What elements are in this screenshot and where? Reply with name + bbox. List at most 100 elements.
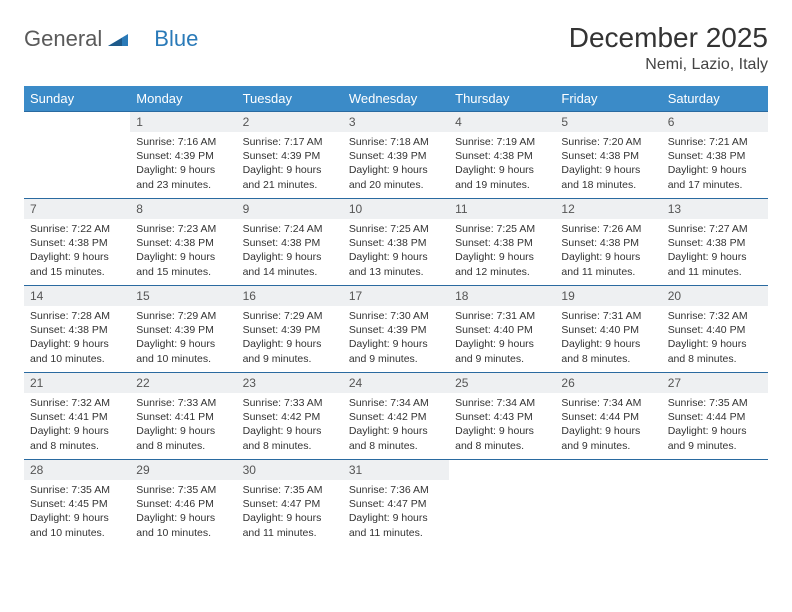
day-number: 6 [662,112,768,132]
day-info: Sunrise: 7:31 AMSunset: 4:40 PMDaylight:… [449,306,555,370]
day-info: Sunrise: 7:28 AMSunset: 4:38 PMDaylight:… [24,306,130,370]
sunset-text: Sunset: 4:39 PM [349,323,443,337]
sunset-text: Sunset: 4:40 PM [668,323,762,337]
day-info: Sunrise: 7:18 AMSunset: 4:39 PMDaylight:… [343,132,449,196]
sunset-text: Sunset: 4:42 PM [349,410,443,424]
day-number: 13 [662,199,768,219]
sunset-text: Sunset: 4:44 PM [668,410,762,424]
title-block: December 2025 Nemi, Lazio, Italy [569,18,768,80]
sunrise-text: Sunrise: 7:22 AM [30,222,124,236]
day-info: Sunrise: 7:25 AMSunset: 4:38 PMDaylight:… [343,219,449,283]
sunrise-text: Sunrise: 7:29 AM [243,309,337,323]
sunrise-text: Sunrise: 7:16 AM [136,135,230,149]
day-number: 21 [24,373,130,393]
day-number: 29 [130,460,236,480]
day-info: Sunrise: 7:20 AMSunset: 4:38 PMDaylight:… [555,132,661,196]
calendar-cell: 25Sunrise: 7:34 AMSunset: 4:43 PMDayligh… [449,373,555,460]
sunset-text: Sunset: 4:39 PM [243,149,337,163]
daylight-text: Daylight: 9 hours and 8 minutes. [561,337,655,365]
sunrise-text: Sunrise: 7:27 AM [668,222,762,236]
sunrise-text: Sunrise: 7:30 AM [349,309,443,323]
sunrise-text: Sunrise: 7:36 AM [349,483,443,497]
sunrise-text: Sunrise: 7:33 AM [243,396,337,410]
sunrise-text: Sunrise: 7:34 AM [349,396,443,410]
sunrise-text: Sunrise: 7:35 AM [668,396,762,410]
day-number: 11 [449,199,555,219]
day-info: Sunrise: 7:22 AMSunset: 4:38 PMDaylight:… [24,219,130,283]
daylight-text: Daylight: 9 hours and 17 minutes. [668,163,762,191]
day-number: 1 [130,112,236,132]
daylight-text: Daylight: 9 hours and 10 minutes. [30,511,124,539]
sunset-text: Sunset: 4:38 PM [561,149,655,163]
calendar-cell: 27Sunrise: 7:35 AMSunset: 4:44 PMDayligh… [662,373,768,460]
calendar-week-row: 1Sunrise: 7:16 AMSunset: 4:39 PMDaylight… [24,112,768,199]
calendar-cell: 4Sunrise: 7:19 AMSunset: 4:38 PMDaylight… [449,112,555,199]
day-info: Sunrise: 7:23 AMSunset: 4:38 PMDaylight:… [130,219,236,283]
daylight-text: Daylight: 9 hours and 8 minutes. [136,424,230,452]
logo-text-1: General [24,26,102,52]
sunrise-text: Sunrise: 7:17 AM [243,135,337,149]
calendar-cell: 3Sunrise: 7:18 AMSunset: 4:39 PMDaylight… [343,112,449,199]
daylight-text: Daylight: 9 hours and 9 minutes. [243,337,337,365]
calendar-cell: 8Sunrise: 7:23 AMSunset: 4:38 PMDaylight… [130,199,236,286]
day-info: Sunrise: 7:33 AMSunset: 4:41 PMDaylight:… [130,393,236,457]
daylight-text: Daylight: 9 hours and 9 minutes. [455,337,549,365]
sunrise-text: Sunrise: 7:32 AM [30,396,124,410]
sunset-text: Sunset: 4:46 PM [136,497,230,511]
day-number: 9 [237,199,343,219]
calendar-cell: 7Sunrise: 7:22 AMSunset: 4:38 PMDaylight… [24,199,130,286]
calendar-cell: 2Sunrise: 7:17 AMSunset: 4:39 PMDaylight… [237,112,343,199]
sunset-text: Sunset: 4:41 PM [30,410,124,424]
daylight-text: Daylight: 9 hours and 15 minutes. [30,250,124,278]
day-number: 8 [130,199,236,219]
day-info: Sunrise: 7:29 AMSunset: 4:39 PMDaylight:… [237,306,343,370]
day-number: 30 [237,460,343,480]
location-subtitle: Nemi, Lazio, Italy [569,56,768,74]
sunrise-text: Sunrise: 7:21 AM [668,135,762,149]
daylight-text: Daylight: 9 hours and 8 minutes. [668,337,762,365]
daylight-text: Daylight: 9 hours and 12 minutes. [455,250,549,278]
daylight-text: Daylight: 9 hours and 10 minutes. [30,337,124,365]
day-number: 3 [343,112,449,132]
daylight-text: Daylight: 9 hours and 23 minutes. [136,163,230,191]
calendar-cell: 6Sunrise: 7:21 AMSunset: 4:38 PMDaylight… [662,112,768,199]
day-number: 2 [237,112,343,132]
sunset-text: Sunset: 4:47 PM [243,497,337,511]
daylight-text: Daylight: 9 hours and 18 minutes. [561,163,655,191]
day-number: 26 [555,373,661,393]
calendar-cell [24,112,130,199]
day-number: 17 [343,286,449,306]
day-info: Sunrise: 7:35 AMSunset: 4:46 PMDaylight:… [130,480,236,544]
weekday-header: Sunday [24,86,130,112]
day-info: Sunrise: 7:30 AMSunset: 4:39 PMDaylight:… [343,306,449,370]
month-title: December 2025 [569,22,768,54]
sunset-text: Sunset: 4:38 PM [455,236,549,250]
sunset-text: Sunset: 4:40 PM [455,323,549,337]
weekday-header: Thursday [449,86,555,112]
calendar-cell: 9Sunrise: 7:24 AMSunset: 4:38 PMDaylight… [237,199,343,286]
day-info: Sunrise: 7:34 AMSunset: 4:42 PMDaylight:… [343,393,449,457]
daylight-text: Daylight: 9 hours and 8 minutes. [243,424,337,452]
weekday-header: Wednesday [343,86,449,112]
day-number: 12 [555,199,661,219]
day-number: 23 [237,373,343,393]
calendar-cell: 31Sunrise: 7:36 AMSunset: 4:47 PMDayligh… [343,460,449,547]
sunset-text: Sunset: 4:38 PM [136,236,230,250]
calendar-cell: 10Sunrise: 7:25 AMSunset: 4:38 PMDayligh… [343,199,449,286]
sunset-text: Sunset: 4:39 PM [136,323,230,337]
sunrise-text: Sunrise: 7:25 AM [349,222,443,236]
day-number: 24 [343,373,449,393]
sunrise-text: Sunrise: 7:28 AM [30,309,124,323]
sunset-text: Sunset: 4:39 PM [243,323,337,337]
sunset-text: Sunset: 4:38 PM [561,236,655,250]
sunset-text: Sunset: 4:39 PM [136,149,230,163]
daylight-text: Daylight: 9 hours and 8 minutes. [30,424,124,452]
sunrise-text: Sunrise: 7:25 AM [455,222,549,236]
daylight-text: Daylight: 9 hours and 9 minutes. [349,337,443,365]
daylight-text: Daylight: 9 hours and 11 minutes. [668,250,762,278]
day-number: 27 [662,373,768,393]
day-number: 10 [343,199,449,219]
calendar-cell: 28Sunrise: 7:35 AMSunset: 4:45 PMDayligh… [24,460,130,547]
daylight-text: Daylight: 9 hours and 11 minutes. [561,250,655,278]
sunset-text: Sunset: 4:38 PM [30,236,124,250]
